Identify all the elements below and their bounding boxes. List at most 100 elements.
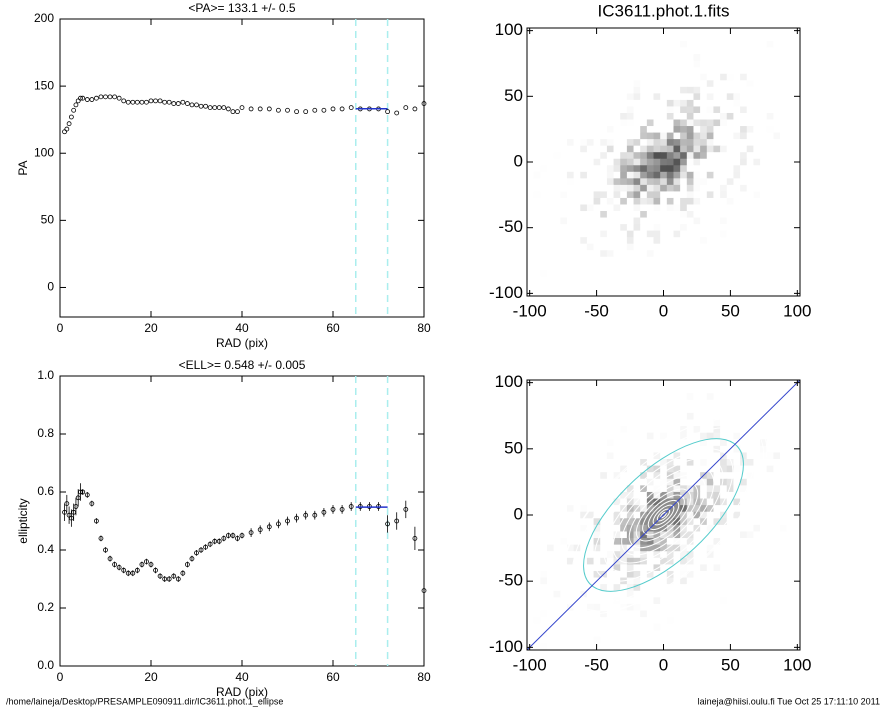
pixel (553, 132, 561, 140)
pixel (760, 570, 768, 579)
pixel (780, 86, 788, 94)
pixel (740, 282, 748, 290)
pixel (693, 452, 701, 460)
pixel (786, 250, 794, 258)
pixel (740, 99, 748, 107)
pixel (733, 399, 741, 407)
pixel (680, 217, 688, 225)
pixel (713, 439, 721, 447)
pixel (673, 590, 681, 598)
pixel (693, 505, 701, 513)
pixel (746, 211, 754, 219)
pixel (653, 73, 661, 81)
pixel (586, 577, 595, 585)
pixel (660, 106, 668, 114)
pixel (580, 217, 588, 225)
pixel (726, 139, 734, 147)
pixel (720, 269, 728, 277)
pixel (713, 617, 721, 625)
pixel (600, 538, 608, 546)
pixel (573, 452, 581, 460)
pixel (760, 531, 768, 539)
pixel (593, 518, 601, 526)
pixel (546, 538, 555, 546)
pixel (753, 211, 761, 219)
pixel (713, 432, 721, 440)
pixel (760, 518, 768, 526)
pixel (726, 47, 734, 55)
pixel (700, 386, 708, 394)
pixel (726, 93, 734, 101)
pixel (693, 491, 701, 500)
pixel (773, 184, 781, 192)
pixel (613, 276, 621, 284)
pixel (606, 432, 615, 440)
pixel (613, 603, 621, 611)
pixel (746, 217, 754, 225)
pixel (626, 119, 635, 127)
pixel (720, 380, 728, 388)
pixel (573, 28, 581, 36)
pixel (793, 426, 800, 434)
pixel (640, 380, 648, 388)
pixel (640, 584, 648, 592)
major-axis (527, 380, 800, 650)
pixel (733, 498, 741, 506)
pixel (606, 237, 615, 245)
pixel (546, 269, 555, 277)
pixel (580, 459, 588, 467)
pixel (760, 217, 768, 225)
pixel (720, 643, 728, 650)
pixel (793, 191, 800, 199)
pixel (733, 178, 741, 186)
pixel (746, 557, 754, 565)
pixel (640, 623, 648, 631)
pixel (640, 93, 648, 101)
pixel (660, 544, 668, 552)
pixel (780, 551, 788, 559)
pixel (573, 459, 581, 467)
pixel (706, 250, 714, 258)
pixel (640, 465, 648, 473)
pixel (626, 243, 635, 251)
pixel (786, 73, 794, 81)
pixel (640, 432, 648, 440)
pixel (633, 211, 641, 219)
pixel (740, 112, 748, 121)
pixel (780, 276, 788, 284)
pixel (753, 152, 761, 160)
pixel (733, 165, 741, 173)
pixel (740, 197, 748, 205)
pixel (746, 511, 754, 519)
pixel (527, 524, 535, 532)
pixel (713, 498, 721, 506)
pixel (586, 452, 595, 460)
pixel (700, 276, 708, 284)
pixel (706, 557, 714, 565)
pixel (560, 531, 568, 539)
pixel (580, 531, 588, 539)
pixel (793, 28, 800, 36)
pixel (720, 132, 728, 140)
y-axis-label: PA (16, 160, 30, 175)
pixel (553, 67, 561, 75)
pixel (600, 590, 608, 598)
pixel (753, 106, 761, 114)
pixel (706, 47, 714, 55)
pixel (740, 106, 748, 114)
pixel (600, 191, 608, 199)
pixel (713, 452, 721, 460)
pixel (773, 465, 781, 473)
pixel (753, 282, 761, 290)
pixel (593, 256, 601, 264)
pixel (666, 603, 674, 611)
pixel (786, 623, 794, 631)
pixel (753, 505, 761, 513)
pixel (626, 289, 635, 296)
pixel (686, 211, 694, 219)
pixel (560, 191, 568, 199)
pixel (773, 217, 781, 225)
pixel (600, 505, 608, 513)
pixel (613, 439, 621, 447)
pixel (540, 211, 548, 219)
